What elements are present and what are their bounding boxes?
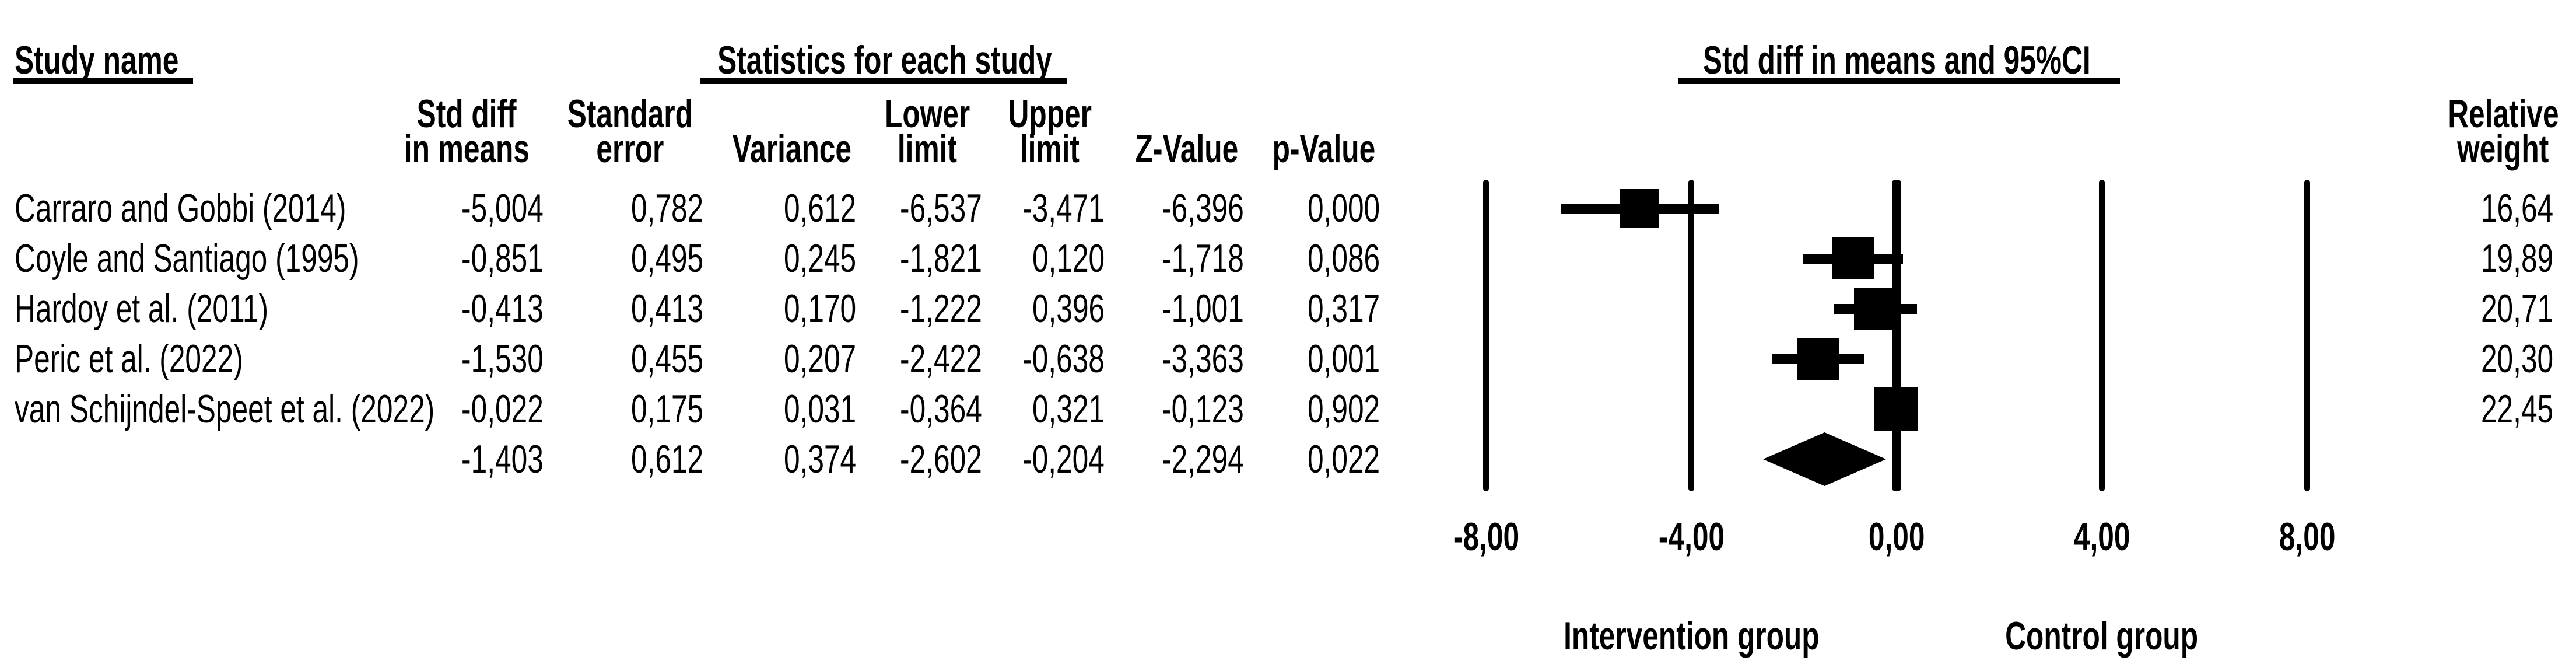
group-label-label: Intervention group	[1563, 614, 1820, 658]
standard-error-value-label: 0,782	[630, 186, 703, 230]
p-value-value-label: 0,317	[1307, 286, 1380, 331]
effect-square	[1873, 387, 1918, 431]
variance-value-label: 0,031	[783, 387, 856, 431]
group-label-label: Control group	[2005, 614, 2199, 658]
lower-limit-value-label: -0,364	[900, 387, 982, 431]
axis-gridline	[1688, 180, 1694, 491]
upper-limit-value-label: 0,120	[1032, 236, 1105, 281]
upper-limit-summary-value-label: -0,204	[1022, 437, 1105, 481]
upper-limit-header-line2-label: limit	[1019, 127, 1080, 171]
p-value-value-label: 0,902	[1307, 387, 1380, 431]
std-diff-value-label: -0,851	[461, 236, 544, 281]
effect-square	[1854, 287, 1897, 330]
effect-square	[1797, 338, 1839, 380]
relative-weight-value-label: 16,64	[2480, 186, 2553, 230]
p-value-value-label: 0,001	[1307, 337, 1380, 381]
variance-header-line2-label: Variance	[732, 127, 852, 171]
z-value-value-label: -6,396	[1162, 186, 1244, 230]
study-name-label: Carraro and Gobbi (2014)	[15, 186, 346, 230]
std-diff-value-label: -0,413	[461, 286, 544, 331]
study-name-label: Hardoy et al. (2011)	[15, 286, 269, 331]
plot-title-label: Std diff in means and 95%CI	[1702, 38, 2091, 82]
axis-gridline	[2099, 180, 2105, 491]
lower-limit-header-line1-label: Lower	[884, 92, 970, 136]
summary-diamond	[1763, 432, 1887, 486]
std-diff-summary-value-label: -1,403	[461, 437, 544, 481]
std-diff-header-line1-label: Std diff	[416, 92, 517, 136]
relative-weight-value-label: 22,45	[2480, 387, 2553, 431]
relative-weight-header-line2-label: weight	[2457, 127, 2549, 171]
variance-summary-value-label: 0,374	[783, 437, 856, 481]
variance-value-label: 0,245	[783, 236, 856, 281]
standard-error-value-label: 0,413	[630, 286, 703, 331]
lower-limit-value-label: -2,422	[900, 337, 982, 381]
effect-square	[1620, 188, 1660, 228]
p-value-header-line2-label: p-Value	[1272, 127, 1376, 171]
z-value-value-label: -0,123	[1162, 387, 1244, 431]
lower-limit-value-label: -6,537	[900, 186, 982, 230]
axis-tick-label-label: 4,00	[2073, 515, 2130, 559]
lower-limit-value-label: -1,821	[900, 236, 982, 281]
variance-value-label: 0,170	[783, 286, 856, 331]
upper-limit-header-line1-label: Upper	[1008, 92, 1092, 136]
variance-value-label: 0,612	[783, 186, 856, 230]
relative-weight-value-label: 19,89	[2480, 236, 2553, 281]
axis-gridline	[2304, 180, 2310, 491]
relative-weight-header-line1-label: Relative	[2447, 92, 2559, 136]
axis-gridline	[1483, 180, 1489, 491]
upper-limit-value-label: -3,471	[1022, 186, 1105, 230]
axis-tick-label-label: -8,00	[1453, 515, 1519, 559]
upper-limit-value-label: 0,396	[1032, 286, 1105, 331]
std-diff-value-label: -0,022	[461, 387, 544, 431]
standard-error-header-line1-label: Standard	[567, 92, 693, 136]
relative-weight-value-label: 20,71	[2480, 286, 2553, 331]
std-diff-value-label: -5,004	[461, 186, 544, 230]
study-name-header-label: Study name	[15, 38, 179, 82]
relative-weight-value-label: 20,30	[2480, 337, 2553, 381]
axis-tick-label-label: 8,00	[2279, 515, 2336, 559]
upper-limit-value-label: 0,321	[1032, 387, 1105, 431]
lower-limit-value-label: -1,222	[900, 286, 982, 331]
axis-tick-label-label: -4,00	[1658, 515, 1725, 559]
z-value-summary-value-label: -2,294	[1162, 437, 1244, 481]
standard-error-header-line2-label: error	[596, 127, 664, 171]
z-value-header-line2-label: Z-Value	[1135, 127, 1239, 171]
statistics-underline	[700, 78, 1067, 84]
zero-gridline	[1892, 180, 1901, 491]
standard-error-value-label: 0,175	[630, 387, 703, 431]
p-value-value-label: 0,086	[1307, 236, 1380, 281]
p-value-value-label: 0,000	[1307, 186, 1380, 230]
study-name-label: van Schijndel-Speet et al. (2022)	[15, 387, 435, 431]
lower-limit-header-line2-label: limit	[897, 127, 958, 171]
standard-error-value-label: 0,495	[630, 236, 703, 281]
variance-value-label: 0,207	[783, 337, 856, 381]
plot-title-underline	[1678, 78, 2120, 84]
std-diff-value-label: -1,530	[461, 337, 544, 381]
std-diff-header-line2-label: in means	[404, 127, 530, 171]
statistics-header-label: Statistics for each study	[717, 38, 1052, 82]
p-value-summary-value-label: 0,022	[1307, 437, 1380, 481]
study-name-label: Peric et al. (2022)	[15, 337, 243, 381]
standard-error-summary-value-label: 0,612	[630, 437, 703, 481]
lower-limit-summary-value-label: -2,602	[900, 437, 982, 481]
study-name-label: Coyle and Santiago (1995)	[15, 236, 359, 281]
z-value-value-label: -1,718	[1162, 236, 1244, 281]
effect-square	[1832, 237, 1874, 279]
standard-error-value-label: 0,455	[630, 337, 703, 381]
upper-limit-value-label: -0,638	[1022, 337, 1105, 381]
study-name-underline	[13, 78, 193, 84]
z-value-value-label: -1,001	[1162, 286, 1244, 331]
z-value-value-label: -3,363	[1162, 337, 1244, 381]
axis-tick-label-label: 0,00	[1868, 515, 1925, 559]
